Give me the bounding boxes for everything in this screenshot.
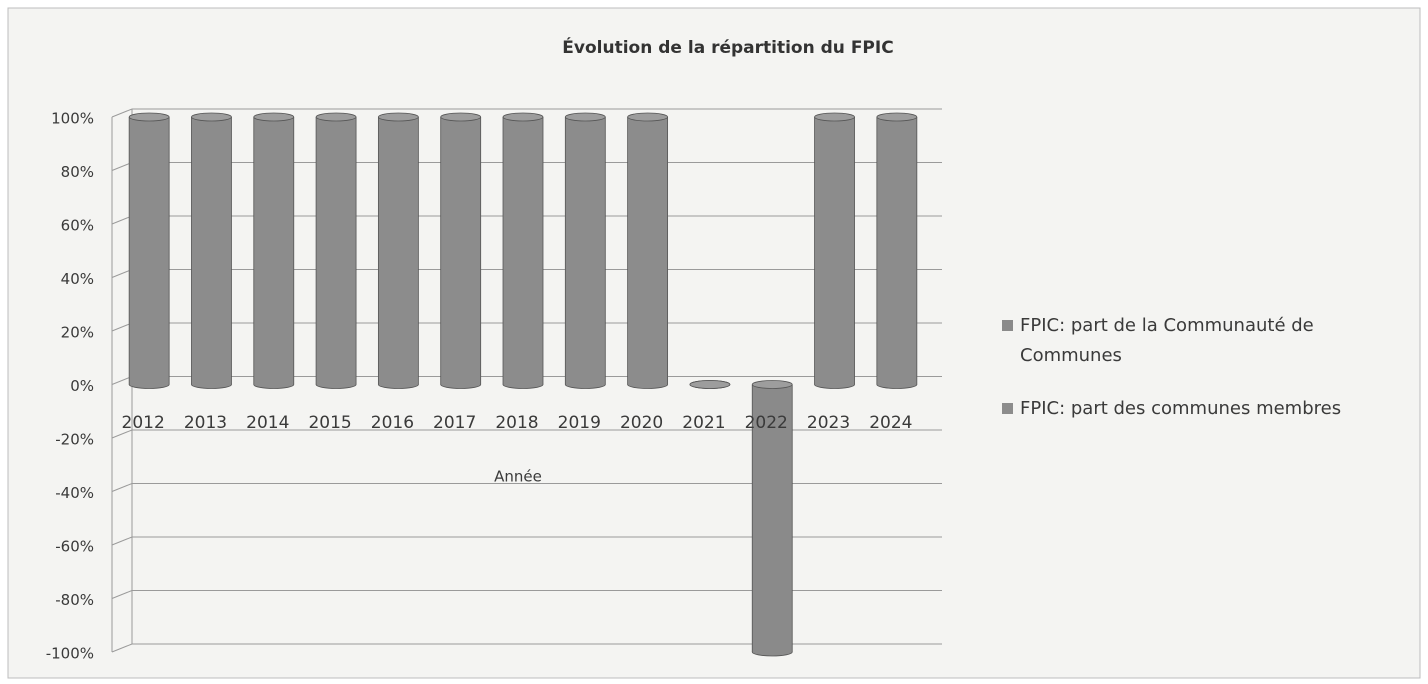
grid-line-depth <box>111 429 133 439</box>
bar <box>876 112 918 389</box>
grid-line-depth <box>111 536 133 546</box>
x-tick-label: 2012 <box>122 413 165 433</box>
bar <box>689 380 731 389</box>
x-axis-title: Année <box>494 468 542 486</box>
grid-line-depth <box>111 162 133 171</box>
y-tick-label: -20% <box>55 431 94 449</box>
bar <box>377 112 419 389</box>
bar <box>440 112 482 389</box>
x-tick-label: 2014 <box>246 413 289 433</box>
y-tick-label: 60% <box>61 217 94 235</box>
legend-swatch <box>1002 320 1013 331</box>
legend-label: FPIC: part de la Communauté de Communes <box>1020 315 1314 366</box>
x-tick-label: 2018 <box>495 413 538 433</box>
x-tick-label: 2023 <box>807 413 850 433</box>
x-tick-label: 2022 <box>745 413 788 433</box>
x-tick-label: 2021 <box>682 413 725 433</box>
y-tick-label: -40% <box>55 484 94 502</box>
chart-title: Évolution de la répartition du FPIC <box>562 36 893 58</box>
chart-frame <box>7 7 1421 679</box>
bar <box>814 112 855 389</box>
x-tick-label: 2024 <box>869 413 912 433</box>
grid-line-depth <box>111 376 133 385</box>
y-tick-label: 80% <box>61 163 94 181</box>
grid-line-depth <box>111 590 133 599</box>
bar <box>502 112 544 389</box>
legend-swatch <box>1002 403 1013 414</box>
x-tick-label: 2019 <box>558 413 601 433</box>
x-tick-label: 2017 <box>433 413 476 433</box>
y-tick-label: 40% <box>61 270 94 288</box>
grid-line-depth <box>111 269 133 278</box>
x-tick-label: 2015 <box>308 413 351 433</box>
bar <box>253 112 295 389</box>
y-tick-label: -60% <box>55 538 94 556</box>
bar <box>315 112 357 389</box>
y-tick-label: 100% <box>51 110 94 128</box>
x-tick-label: 2013 <box>184 413 227 433</box>
bar <box>128 112 170 389</box>
bar <box>564 112 606 389</box>
y-tick-label: 0% <box>70 377 94 395</box>
bar <box>191 112 232 389</box>
grid-line-depth <box>111 643 133 653</box>
grid-line-depth <box>111 215 133 225</box>
x-tick-label: 2016 <box>371 413 414 433</box>
y-tick-label: 20% <box>61 324 94 342</box>
grid-line-depth <box>111 108 133 118</box>
x-tick-label: 2020 <box>620 413 663 433</box>
legend-label: FPIC: part des communes membres <box>1020 398 1341 419</box>
bar <box>751 380 793 657</box>
y-tick-label: -100% <box>46 645 94 663</box>
bar <box>627 112 669 389</box>
y-tick-label: -80% <box>55 591 94 609</box>
grid-line-depth <box>111 483 133 492</box>
grid-line-depth <box>111 322 133 332</box>
